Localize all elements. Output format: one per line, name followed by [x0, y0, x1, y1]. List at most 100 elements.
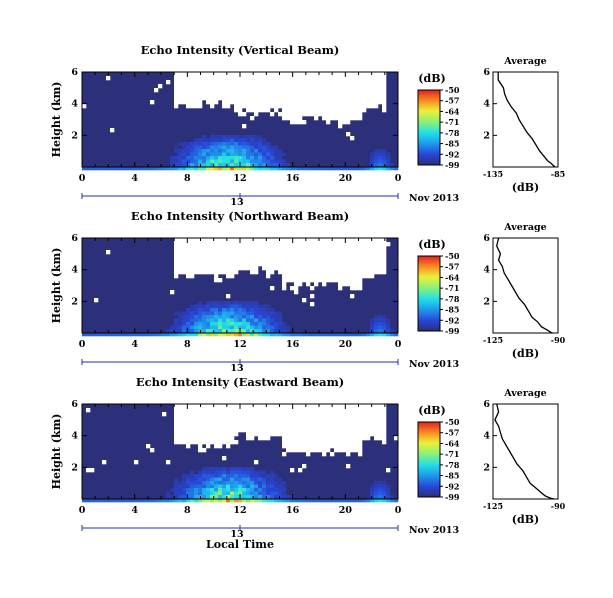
- no-echo-cell: [330, 424, 335, 429]
- heatmap-cell: [202, 498, 207, 503]
- no-echo-cell: [350, 246, 355, 251]
- no-echo-cell: [334, 412, 339, 417]
- heatmap-cell: [186, 332, 191, 337]
- no-echo-cell: [358, 96, 363, 101]
- heatmap-cell: [178, 163, 183, 167]
- no-echo-cell: [230, 440, 235, 445]
- heatmap-cell: [182, 159, 187, 164]
- heatmap-cell: [242, 474, 247, 478]
- heatmap-cell: [226, 484, 231, 489]
- heatmap-cell: [174, 145, 179, 150]
- no-echo-cell: [222, 72, 227, 77]
- no-echo-cell: [278, 254, 283, 259]
- no-echo-cell: [310, 286, 315, 291]
- no-echo-cell: [346, 104, 351, 109]
- no-echo-cell: [354, 432, 359, 437]
- no-echo-cell: [318, 242, 323, 247]
- no-echo-cell: [318, 408, 323, 413]
- no-echo-cell: [298, 278, 303, 283]
- heatmap-cell: [202, 477, 207, 482]
- heatmap-cell: [234, 474, 239, 478]
- no-echo-cell: [286, 238, 291, 243]
- no-echo-cell: [342, 270, 347, 275]
- heatmap-cell: [254, 308, 259, 312]
- no-echo-cell: [290, 254, 295, 259]
- no-echo-cell: [178, 424, 183, 429]
- no-echo-cell: [354, 262, 359, 267]
- no-echo-cell: [254, 428, 259, 433]
- no-echo-cell: [218, 412, 223, 417]
- heatmap-cell: [178, 488, 183, 492]
- heatmap-cell: [366, 332, 371, 337]
- no-echo-cell: [250, 436, 255, 441]
- heatmap-cell: [266, 325, 271, 330]
- no-echo-cell: [202, 72, 207, 77]
- no-echo-cell: [298, 92, 303, 97]
- no-echo-cell: [326, 88, 331, 93]
- heatmap-cell: [230, 315, 235, 319]
- heatmap-cell: [210, 304, 215, 309]
- no-echo-cell: [310, 238, 315, 243]
- no-echo-cell: [198, 88, 203, 93]
- heatmap-cell: [266, 311, 271, 316]
- no-echo-cell: [350, 420, 355, 425]
- colorbar: [417, 421, 441, 498]
- no-echo-cell: [306, 80, 311, 85]
- no-echo-cell: [298, 246, 303, 251]
- no-echo-cell: [246, 92, 251, 97]
- heatmap-cell: [86, 498, 91, 503]
- no-echo-cell: [274, 266, 279, 271]
- no-echo-cell: [234, 266, 239, 271]
- no-echo-cell: [306, 238, 311, 243]
- no-echo-cell: [274, 420, 279, 425]
- no-echo-cell: [362, 96, 367, 101]
- no-echo-cell: [210, 440, 215, 445]
- no-echo-cell: [106, 250, 111, 255]
- no-echo-cell: [370, 270, 375, 275]
- heatmap-cell: [250, 304, 255, 309]
- no-echo-cell: [338, 428, 343, 433]
- no-echo-cell: [274, 88, 279, 93]
- profile-title: Average: [503, 222, 546, 233]
- heatmap-cell: [150, 498, 155, 503]
- heatmap-cell: [230, 301, 235, 305]
- heatmap-cell: [98, 498, 103, 503]
- no-echo-cell: [354, 258, 359, 263]
- heatmap-cell: [190, 470, 195, 475]
- heatmap-cell: [198, 488, 203, 492]
- heatmap-cell: [326, 166, 331, 171]
- heatmap-cell: [390, 332, 395, 337]
- heatmap-cell: [274, 315, 279, 319]
- heatmap-cell: [378, 156, 383, 160]
- heatmap-cell: [254, 470, 259, 475]
- panel-title: Echo Intensity (Eastward Beam): [136, 375, 344, 389]
- no-echo-cell: [278, 88, 283, 93]
- no-echo-cell: [294, 108, 299, 113]
- no-echo-cell: [246, 432, 251, 437]
- no-echo-cell: [254, 96, 259, 101]
- no-echo-cell: [310, 92, 315, 97]
- no-echo-cell: [178, 266, 183, 271]
- no-echo-cell: [334, 84, 339, 89]
- heatmap-cell: [258, 484, 263, 489]
- heatmap-cell: [214, 322, 219, 326]
- heatmap-cell: [114, 332, 119, 337]
- no-echo-cell: [358, 274, 363, 279]
- no-echo-cell: [354, 76, 359, 81]
- no-echo-cell: [330, 242, 335, 247]
- heatmap-cell: [226, 329, 231, 333]
- heatmap-cell: [254, 159, 259, 164]
- heatmap-cell: [206, 159, 211, 164]
- no-echo-cell: [250, 72, 255, 77]
- no-echo-cell: [178, 258, 183, 263]
- no-echo-cell: [254, 408, 259, 413]
- no-echo-cell: [374, 80, 379, 85]
- heatmap-cell: [394, 166, 399, 171]
- no-echo-cell: [302, 440, 307, 445]
- no-echo-cell: [362, 250, 367, 255]
- no-echo-cell: [338, 266, 343, 271]
- heatmap-cell: [206, 149, 211, 153]
- no-echo-cell: [290, 72, 295, 77]
- no-echo-cell: [370, 80, 375, 85]
- heatmap-cell: [182, 484, 187, 489]
